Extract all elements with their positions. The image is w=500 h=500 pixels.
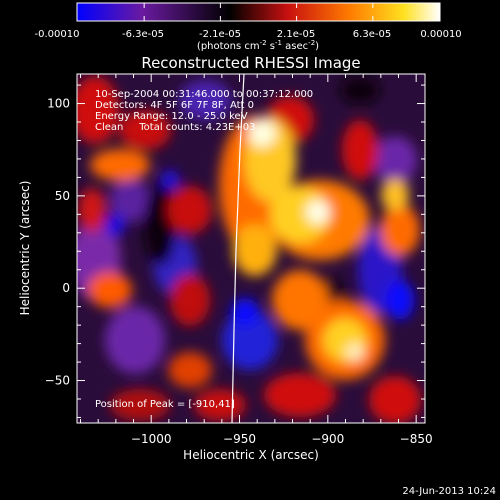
limb-line [231,74,245,423]
annotation-clean-counts: Clean Total counts: 4.23E+03 [95,122,255,133]
peak-position-label: Position of Peak = [-910,41] [95,399,235,410]
plot-frame [76,73,426,424]
x-tick-label: −950 [223,432,256,446]
colorbar-tick-label: -6.3e-05 [122,29,164,40]
y-tick-labels: −50 0 50 100 [45,97,70,388]
colorbar [76,2,441,22]
annotation-time-range: 10-Sep-2004 00:31:46.000 to 00:37:12.000 [95,89,313,100]
footer-timestamp: 24-Jun-2013 10:24 [402,486,496,497]
y-tick-label: 0 [62,281,70,295]
colorbar-tick-labels: -0.00010 -6.3e-05 -2.1e-05 2.1e-05 6.3e-… [35,29,462,40]
y-tick-label: 100 [47,97,70,111]
y-ticks [77,84,425,418]
y-tick-label: −50 [45,374,70,388]
chart-title: Reconstructed RHESSI Image [141,54,360,72]
colorbar-tick-label: 0.00010 [420,29,461,40]
annotation-energy-range: Energy Range: 12.0 - 25.0 keV [95,111,248,122]
emission-map [77,76,421,423]
x-tick-labels: −1000 −950 −900 −850 [131,432,433,446]
colorbar-tick-label: -2.1e-05 [199,29,241,40]
y-axis-label: Heliocentric Y (arcsec) [18,181,32,316]
y-tick-label: 50 [55,189,70,203]
colorbar-tick-label: 6.3e-05 [353,29,391,40]
x-axis-label: Heliocentric X (arcsec) [183,448,319,462]
colorbar-ticks [76,3,441,21]
colorbar-tick-label: 2.1e-05 [277,29,315,40]
x-ticks [80,74,417,423]
annotation-block: 10-Sep-2004 00:31:46.000 to 00:37:12.000… [95,89,313,133]
colorbar-tick-label: -0.00010 [35,29,80,40]
annotation-detectors: Detectors: 4F 5F 6F 7F 8F, Att 0 [95,100,254,111]
colorbar-unit-label: (photons cm-2 s-1 asec-2) [197,39,319,52]
x-tick-label: −900 [311,432,344,446]
x-tick-label: −1000 [131,432,172,446]
x-tick-label: −850 [400,432,433,446]
image-area [77,74,425,423]
